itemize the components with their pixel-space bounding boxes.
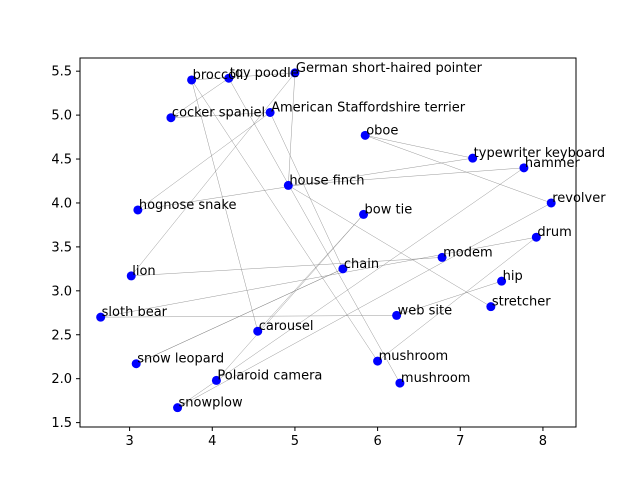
edge-18	[257, 214, 364, 332]
edge-3	[170, 78, 229, 118]
point-label-1: toy poodle	[230, 66, 299, 81]
edge-12	[288, 185, 491, 307]
point-12	[531, 232, 541, 242]
edges-layer	[100, 72, 552, 408]
x-tick-label-5: 8	[539, 434, 547, 449]
edge-22	[170, 112, 271, 118]
point-14	[338, 264, 348, 274]
edge-6	[288, 72, 296, 186]
point-4	[265, 107, 275, 117]
point-5	[360, 130, 370, 140]
point-label-13: modem	[443, 245, 493, 260]
edge-20	[177, 202, 552, 408]
point-label-23: Polaroid camera	[217, 368, 322, 383]
edge-8	[365, 135, 473, 159]
point-label-16: hip	[503, 269, 523, 284]
y-axis-ticks: 1.5 2.0 2.5 3.0 3.5 4.0 4.5 5.0 5.5	[51, 65, 80, 431]
point-label-19: sloth bear	[102, 305, 168, 320]
point-label-21: mushroom	[379, 349, 449, 364]
point-label-24: mushroom	[401, 371, 471, 386]
point-label-10: hognose snake	[139, 198, 237, 213]
point-16	[497, 276, 507, 286]
y-tick-label-1: 2.0	[51, 372, 72, 387]
point-label-25: snowplow	[179, 396, 243, 411]
y-tick-label-6: 4.5	[51, 153, 72, 168]
point-20	[253, 326, 263, 336]
edge-24	[177, 167, 525, 408]
point-24	[395, 378, 405, 388]
point-label-2: German short-haired pointer	[296, 61, 483, 76]
point-23	[211, 375, 221, 385]
points-layer	[96, 68, 556, 413]
edge-2	[191, 79, 378, 362]
point-21	[373, 356, 383, 366]
point-label-17: stretcher	[492, 295, 551, 310]
point-label-7: hammer	[525, 156, 581, 171]
edge-1	[191, 79, 258, 332]
point-9	[546, 198, 556, 208]
axes-frame	[79, 57, 577, 428]
x-tick-label-3: 6	[373, 434, 381, 449]
point-label-8: house finch	[289, 173, 364, 188]
point-17	[486, 302, 496, 312]
y-tick-label-8: 5.5	[51, 65, 72, 80]
edge-17	[396, 280, 502, 316]
point-10	[133, 205, 143, 215]
point-15	[126, 271, 136, 281]
point-1	[224, 73, 234, 83]
point-2	[290, 68, 300, 78]
point-label-11: bow tie	[365, 202, 413, 217]
point-22	[131, 359, 141, 369]
x-tick-label-4: 7	[456, 434, 464, 449]
edge-0	[191, 72, 295, 81]
edge-9	[365, 135, 552, 204]
edge-11	[288, 167, 524, 186]
edge-15	[131, 257, 443, 277]
point-label-3: cocker spaniel	[172, 106, 265, 121]
x-tick-label-0: 3	[125, 434, 133, 449]
edge-14	[100, 236, 537, 318]
edge-19	[377, 237, 537, 362]
point-25	[173, 403, 183, 413]
x-axis-ticks: 3 4 5 6 7 8	[125, 427, 547, 449]
point-label-6: typewriter keyboard	[474, 146, 605, 161]
point-label-14: chain	[344, 257, 379, 272]
point-13	[437, 252, 447, 262]
edge-5	[131, 72, 296, 277]
point-label-9: revolver	[552, 191, 606, 206]
y-tick-label-3: 3.0	[51, 284, 72, 299]
edge-23	[269, 112, 344, 269]
y-tick-label-2: 2.5	[51, 328, 72, 343]
point-18	[392, 310, 402, 320]
y-tick-label-7: 5.0	[51, 109, 72, 124]
point-19	[96, 312, 106, 322]
y-tick-label-0: 1.5	[51, 416, 72, 431]
point-11	[359, 209, 369, 219]
y-tick-label-4: 3.5	[51, 240, 72, 255]
point-label-22: snow leopard	[137, 352, 224, 367]
point-label-18: web site	[398, 303, 453, 318]
point-6	[468, 153, 478, 163]
point-label-4: American Staffordshire terrier	[271, 100, 466, 115]
point-7	[519, 163, 529, 173]
point-label-15: lion	[132, 264, 155, 279]
y-tick-label-5: 4.0	[51, 196, 72, 211]
point-3	[166, 113, 176, 123]
point-label-12: drum	[537, 225, 572, 240]
edge-21	[100, 315, 397, 318]
point-label-5: oboe	[366, 123, 398, 138]
edge-13	[216, 214, 364, 381]
point-8	[283, 180, 293, 190]
edge-7	[137, 112, 271, 211]
edge-25	[136, 268, 343, 364]
x-tick-label-1: 4	[208, 434, 216, 449]
edge-4	[228, 78, 401, 384]
point-label-20: carousel	[259, 319, 314, 334]
point-0	[187, 75, 197, 85]
point-label-0: broccoli	[193, 68, 244, 83]
x-tick-label-2: 5	[291, 434, 299, 449]
